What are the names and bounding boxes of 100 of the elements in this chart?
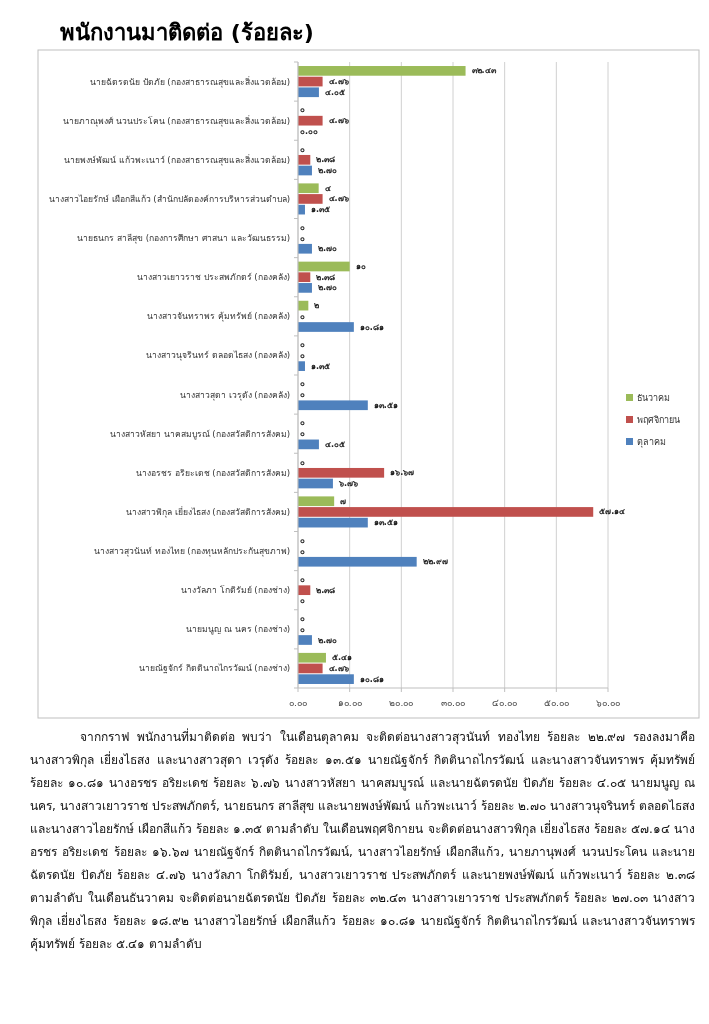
legend-label: พฤศจิกายน — [637, 415, 680, 425]
bar — [298, 674, 354, 684]
x-tick-label: ๓๐.๐๐ — [441, 698, 465, 708]
data-label: ๔.๐๕ — [324, 439, 345, 449]
y-tick-label: นางสาวสุวนันท์ ทองไทย (กองทุนหลักประกันสุขภาพ) — [93, 546, 290, 558]
bar — [298, 507, 594, 517]
y-tick-label: นางสาวไอยรักษ์ เผือกสีแก้ว (สำนักปลัดองค์การบริหารส่วนตำบล) — [48, 193, 290, 204]
y-tick-label: นางสาวพิกุล เยี่ยงไธสง (กองสวัสดิการสังคม) — [125, 505, 290, 518]
data-label: ๔.๗๖ — [328, 77, 349, 87]
bar — [298, 663, 323, 674]
data-label: ๑๓.๕๑ — [373, 400, 398, 410]
data-label: ๕๗.๑๔ — [599, 507, 626, 517]
y-tick-label: นางสาวจันทราพร คุ้มทรัพย์ (กองคลัง) — [146, 311, 290, 323]
data-label: ๖.๗๖ — [337, 479, 358, 489]
bar — [298, 585, 311, 596]
bar — [298, 261, 350, 272]
data-label: ๗ — [340, 496, 347, 506]
data-label: ๐ — [300, 379, 305, 389]
data-label: ๐ — [300, 350, 305, 360]
bar — [298, 322, 354, 332]
data-label: ๐ — [300, 457, 305, 467]
data-label: ๒.๗๐ — [317, 283, 337, 293]
x-tick-label: ๒๐.๐๐ — [389, 698, 414, 708]
data-label: ๐ — [300, 574, 305, 584]
data-label: ๐.๐๐ — [300, 126, 319, 136]
data-label: ๐ — [300, 340, 305, 350]
legend-label: ตุลาคม — [637, 437, 666, 448]
data-label: ๑๖.๖๗ — [390, 468, 415, 478]
data-label: ๕.๔๑ — [331, 653, 352, 663]
x-tick-label: ๑๐.๐๐ — [337, 698, 362, 708]
bar — [298, 478, 333, 489]
data-label: ๐ — [300, 429, 305, 439]
data-label: ๒.๓๘ — [316, 155, 336, 165]
y-tick-label: นางสาวนุจรินทร์ ตลอดไธสง (กองคลัง) — [145, 350, 290, 362]
data-label: ๔.๗๖ — [328, 116, 349, 126]
data-label: ๒.๓๘ — [316, 585, 336, 595]
data-label: ๑๐ — [355, 261, 366, 271]
data-label: ๔ — [324, 183, 331, 193]
data-label: ๒.๓๘ — [316, 272, 336, 282]
y-tick-label: นางอรชร อริยะเดช (กองสวัสดิการสังคม) — [135, 467, 290, 478]
bar — [298, 635, 312, 645]
y-tick-label: นายมนูญ ณ นคร (กองช่าง) — [186, 624, 290, 636]
bar — [298, 243, 312, 254]
bar — [298, 183, 319, 194]
data-label: ๐ — [300, 624, 305, 634]
y-tick-label: นางสาวสุดา เวรุดัง (กองคลัง) — [179, 389, 290, 401]
y-tick-label: นายพงษ์พัฒน์ แก้วพะเนาว์ (กองสาธารณสุขและสิ่งแวดล้อม) — [63, 153, 290, 166]
data-label: ๔.๗๖ — [328, 663, 349, 673]
bar — [298, 400, 368, 411]
data-label: ๔.๐๕ — [324, 87, 345, 97]
data-label: ๐ — [300, 596, 305, 606]
data-label: ๑๐.๘๑ — [359, 674, 384, 684]
data-label: ๑๐.๘๑ — [359, 322, 384, 332]
bar — [298, 652, 326, 663]
x-tick-label: ๐.๐๐ — [289, 698, 307, 708]
y-tick-label: นางสาวเยาวราช ประสพภักตร์ (กองคลัง) — [136, 272, 290, 283]
bar — [298, 496, 335, 507]
bar — [298, 556, 417, 567]
data-label: ๒.๗๐ — [317, 166, 337, 176]
data-label: ๐ — [300, 418, 305, 428]
data-label: ๓๒.๔๓ — [471, 66, 497, 76]
x-tick-label: ๖๐.๐๐ — [596, 698, 620, 708]
data-label: ๐ — [300, 535, 305, 545]
text: จากกราฟ พนักงานที่มาติดต่อ พบว่า ในเดือนตุลาคม จะติดต่อนางสาวสุวนันท์ ทองไทย ร้อยละ ๒๒.๙๗ รองลงมาคือ นางสาวพิกุล เยี่ยงไธสง และนางสาวสุดา เวรุดัง ร้อยละ ๑๓.๕๑ นายณัฐจักร์ กิตตินาถไกรวัฒน์ และนางสาวจันทราพร คุ้มทรัพย์ ร้อยละ ๑๐.๘๑ นางอรชร อริยะเดช ร้อยละ ๖.๗๖ นางสาวหัสยา นาคสมบูรณ์ และนายฉัตรดนัย ปัดภัย ร้อยละ ๔.๐๕ นายมนูญ ณ นคร, นางสาวเยาวราช ประสพภักตร์, นายธนกร สาลีสุข และนายพงษ์พัฒน์ แก้วพะเนาว์ ร้อยละ ๒.๗๐ นางสาวนุจรินทร์ ตลอดไธสง และนางสาวไอยรักษ์ เผือกสีแก้ว ร้อยละ ๑.๓๕ ตามลำดับ ในเดือนพฤศจิกายน จะติดต่อนางสาวพิกุล เยี่ยงไธสง ร้อยละ ๕๗.๑๔ นางอรชร อริยะเดช ร้อยละ ๑๖.๖๗ นายณัฐจักร์ กิตตินาถไกรวัฒน์, นางสาวไอยรักษ์ เผือกสีแก้ว, นายภานุพงศ์ นวนประโคน และนายฉัตรดนัย ปัดภัย ร้อยละ ๔.๗๖ นางวัลภา โกติรัมย์, นางสาวเยาวราช ประสพภักตร์ และนายพงษ์พัฒน์ แก้วพะเนาว์ ร้อยละ ๒.๓๘ ตามลำดับ ในเดือนธันวาคม จะติดต่อนายฉัตรดนัย ปัดภัย ร้อยละ ๓๒.๔๓ นางสาวเยาวราช ประสพภักตร์ ร้อยละ ๒๗.๐๓ นางสาวพิกุล เยี่ยงไธสง ร้อยละ ๑๘.๙๒ นางสาวไอยรักษ์ เผือกสีแก้ว ร้อยละ ๑๐.๘๑ นายณัฐจักร์ กิตตินาถไกรวัฒน์ และนางสาวจันทราพร คุ้มทรัพย์ ร้อยละ ๕.๔๑ ตามลำดับ — [30, 730, 696, 951]
data-label: ๐ — [300, 105, 305, 115]
data-label: ๐ — [300, 233, 305, 243]
bar — [298, 467, 385, 478]
y-tick-label: นายณัฐจักร์ กิตตินาถไกรวัฒน์ (กองช่าง) — [138, 663, 290, 675]
data-label: ๐ — [300, 311, 305, 321]
bar — [298, 66, 466, 76]
bar — [298, 76, 323, 87]
y-tick-label: นายธนกร สาลีสุข (กองการศึกษา ศาสนา และวัฒนธรรม) — [77, 233, 290, 245]
data-label: ๑.๓๕ — [310, 205, 331, 215]
y-tick-label: นางสาวหัสยา นาคสมบูรณ์ (กองสวัสดิการสังคม) — [109, 428, 290, 440]
y-tick-label: นายฉัตรดนัย ปัดภัย (กองสาธารณสุขและสิ่งแวดล้อม) — [89, 75, 290, 88]
data-label: ๒.๗๐ — [317, 635, 337, 645]
data-label: ๒.๗๐ — [317, 244, 337, 254]
bar — [298, 115, 323, 126]
x-tick-label: ๕๐.๐๐ — [543, 698, 569, 708]
data-label: ๒ — [314, 301, 320, 311]
data-label: ๐ — [300, 614, 305, 624]
data-label: ๔.๗๖ — [328, 194, 349, 204]
chart-title: พนักงานมาติดต่อ (ร้อยละ) — [60, 20, 314, 45]
data-label: ๐ — [300, 546, 305, 556]
legend-label: ธันวาคม — [637, 393, 670, 403]
y-tick-label: นางวัลภา โกติรัมย์ (กองช่าง) — [180, 585, 290, 596]
y-tick-label: นายภาณุพงศ์ นวนประโคน (กองสาธารณสุขและสิ่งแวดล้อม) — [62, 114, 290, 127]
data-label: ๑๓.๕๑ — [373, 518, 398, 528]
data-label: ๐ — [300, 222, 305, 232]
bar — [298, 283, 312, 293]
data-label: ๐ — [300, 144, 305, 154]
bar — [298, 194, 323, 204]
x-tick-label: ๔๐.๐๐ — [492, 698, 518, 708]
data-label: ๐ — [300, 390, 305, 400]
bar — [298, 154, 311, 165]
bar — [298, 87, 319, 98]
data-label: ๑.๓๕ — [310, 361, 331, 371]
data-label: ๒๒.๙๗ — [422, 557, 448, 567]
bar — [298, 517, 368, 528]
bar — [298, 272, 311, 283]
